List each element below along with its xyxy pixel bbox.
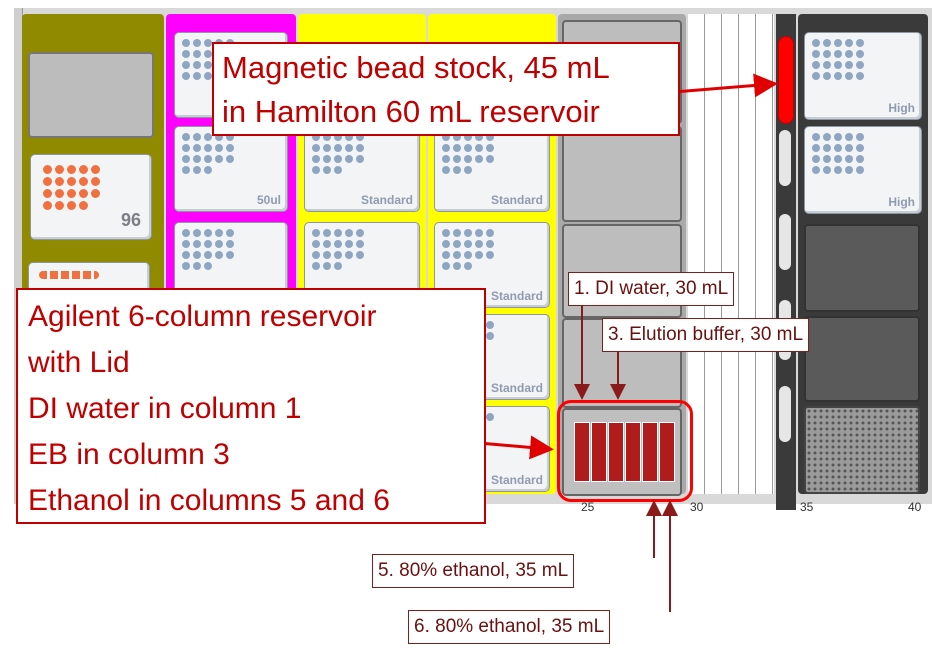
di-water-callout: 1. DI water, 30 mL	[568, 272, 735, 306]
plate-label: Standard	[490, 193, 543, 207]
plate-label: Standard	[490, 381, 543, 395]
reservoir-highlight	[557, 400, 693, 502]
dark-slot-2[interactable]	[804, 316, 920, 402]
plate-96[interactable]: 96	[30, 154, 152, 240]
wells	[442, 133, 494, 174]
plate-label: High	[888, 195, 915, 209]
callout-line: Magnetic bead stock, 45 mL	[222, 50, 610, 85]
ethanol-5-callout: 5. 80% ethanol, 35 mL	[372, 554, 575, 588]
plate-high-1[interactable]: High	[804, 32, 922, 120]
callout-line: Ethanol in columns 5 and 6	[28, 484, 390, 517]
reservoir-column-4[interactable]	[625, 422, 641, 482]
ruler-tick-40: 40	[908, 500, 922, 514]
reservoir-strip[interactable]	[776, 14, 796, 510]
reservoir-column-2[interactable]	[591, 422, 607, 482]
magnetic-bead-reservoir[interactable]	[778, 36, 794, 124]
callout-line: DI water in column 1	[28, 392, 302, 425]
ruler-tick-35: 35	[800, 500, 814, 514]
plate-standard-3[interactable]: Standard	[434, 126, 550, 212]
plate-label: Standard	[360, 193, 413, 207]
elution-buffer-callout: 3. Elution buffer, 30 mL	[602, 318, 810, 352]
ethanol-6-callout: 6. 80% ethanol, 35 mL	[408, 610, 611, 644]
dark-slot-1[interactable]	[804, 224, 920, 312]
wells	[812, 133, 864, 174]
right-carrier[interactable]: High High	[798, 14, 928, 494]
plate-standard-1[interactable]: Standard	[304, 126, 420, 212]
callout-line: EB in column 3	[28, 438, 230, 471]
reservoir-column-1[interactable]	[574, 422, 590, 482]
reservoir-column-5[interactable]	[642, 422, 658, 482]
empty-slot[interactable]	[28, 52, 154, 138]
plate-label: Standard	[490, 289, 543, 303]
reservoir-column-3[interactable]	[608, 422, 624, 482]
plate-label: Standard	[490, 473, 543, 487]
slot-2[interactable]	[562, 126, 682, 222]
agilent-reservoir-callout: Agilent 6-column reservoir with Lid DI w…	[16, 288, 486, 524]
reservoir-column-6[interactable]	[659, 422, 675, 482]
agilent-reservoir[interactable]	[562, 408, 682, 496]
wells	[182, 229, 234, 270]
plate-50ul-2[interactable]: 50ul	[174, 126, 288, 212]
magnetic-arrow	[673, 73, 778, 98]
callout-line: in Hamilton 60 mL reservoir	[222, 94, 600, 129]
wells	[182, 133, 234, 174]
ruler-tick-30: 30	[690, 500, 704, 514]
wells	[312, 229, 364, 270]
plate-96-label: 96	[120, 210, 141, 230]
callout-line: Agilent 6-column reservoir	[28, 300, 377, 333]
wells	[812, 39, 864, 80]
384-plate[interactable]	[804, 406, 920, 494]
wells	[312, 133, 364, 174]
ruler-tick-25: 25	[581, 500, 595, 514]
plate-label: High	[888, 101, 915, 115]
wells	[442, 229, 494, 270]
magnetic-bead-callout: Magnetic bead stock, 45 mL in Hamilton 6…	[212, 42, 680, 136]
plate-high-2[interactable]: High	[804, 126, 922, 214]
orange-wells	[43, 165, 100, 210]
plate-label: 50ul	[256, 193, 281, 207]
callout-line: with Lid	[28, 346, 130, 379]
